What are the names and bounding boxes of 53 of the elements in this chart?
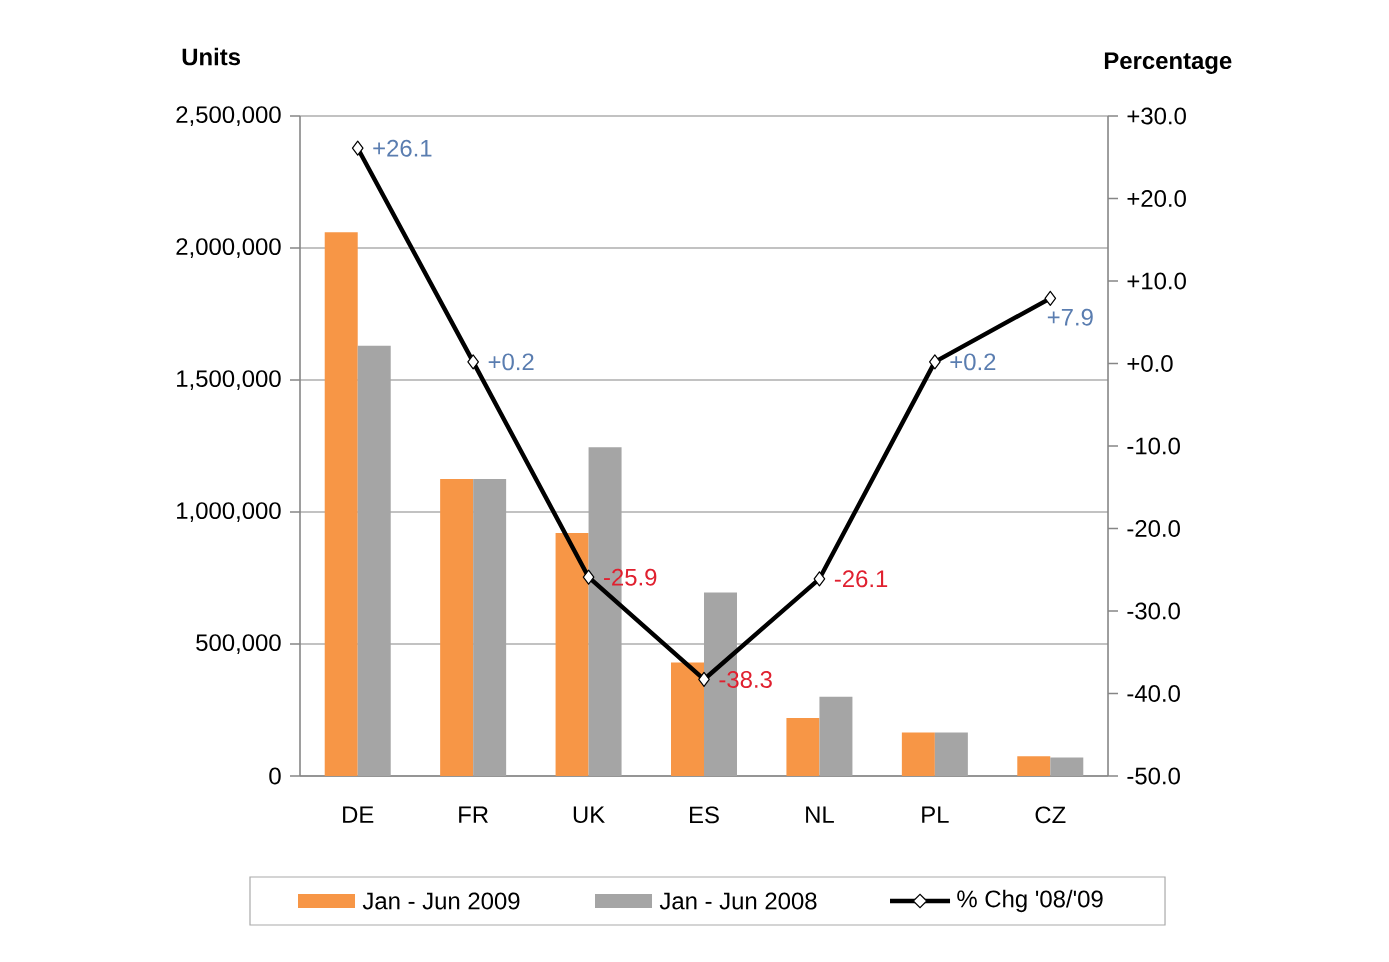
y2-tick-label: -50.0 xyxy=(1127,767,1180,785)
x-tick-label: FR xyxy=(459,806,488,823)
data-label: -38.3 xyxy=(719,671,772,688)
x-tick-label: CZ xyxy=(1035,806,1066,824)
bar xyxy=(819,696,853,776)
data-label: -25.9 xyxy=(604,568,657,586)
y2-tick-label: -20.0 xyxy=(1127,520,1180,537)
x-tick-label: ES xyxy=(690,806,719,824)
point xyxy=(698,671,710,688)
legend-label: Jan - Jun 2009 xyxy=(362,892,520,910)
bar xyxy=(555,533,589,776)
y-tick-label: 1,500,000 xyxy=(177,370,281,390)
y-tick-label: 2,000,000 xyxy=(176,238,281,258)
bar xyxy=(901,732,935,776)
data-label: +0.2 xyxy=(950,353,996,371)
legend-label: % Chg '08/'09 xyxy=(957,889,1103,913)
bar xyxy=(934,732,968,776)
bar xyxy=(786,717,820,776)
y2-tick-label: -30.0 xyxy=(1127,602,1180,620)
bar xyxy=(473,479,507,776)
data-label: +0.2 xyxy=(488,353,534,371)
y2-tick-label: -10.0 xyxy=(1127,437,1180,455)
point xyxy=(929,354,941,370)
y2-tick-label: -40.0 xyxy=(1127,685,1180,702)
x-tick-label: NL xyxy=(806,806,834,823)
data-label: +26.1 xyxy=(373,139,432,157)
y2-tick-label: +20.0 xyxy=(1127,190,1186,207)
point xyxy=(467,354,479,370)
data-label: -26.1 xyxy=(834,570,888,588)
data-label: +7.9 xyxy=(1047,308,1093,326)
x-tick-label: PL xyxy=(922,806,949,823)
y2-axis-title: Percentage xyxy=(1104,52,1232,74)
bar xyxy=(1050,757,1084,776)
y-axis-title: Units xyxy=(182,47,241,66)
x-tick-label: DE xyxy=(343,806,374,823)
point xyxy=(813,571,826,587)
bar xyxy=(671,662,704,776)
y-tick-label: 0 xyxy=(269,767,281,785)
bar xyxy=(1017,756,1051,776)
point xyxy=(1044,290,1057,306)
y-tick-label: 2,500,000 xyxy=(176,106,281,126)
bar xyxy=(357,345,391,776)
point xyxy=(582,569,595,585)
y-tick-label: 1,000,000 xyxy=(177,502,281,522)
bar xyxy=(324,232,358,776)
y2-tick-label: +10.0 xyxy=(1127,272,1186,290)
x-tick-label: UK xyxy=(573,806,605,824)
y2-tick-label: +30.0 xyxy=(1127,107,1186,125)
y-tick-label: 500,000 xyxy=(196,634,281,654)
bar xyxy=(440,479,474,776)
legend-label: Jan - Jun 2008 xyxy=(659,892,817,910)
y2-tick-label: +0.0 xyxy=(1127,355,1173,372)
point xyxy=(351,140,364,156)
